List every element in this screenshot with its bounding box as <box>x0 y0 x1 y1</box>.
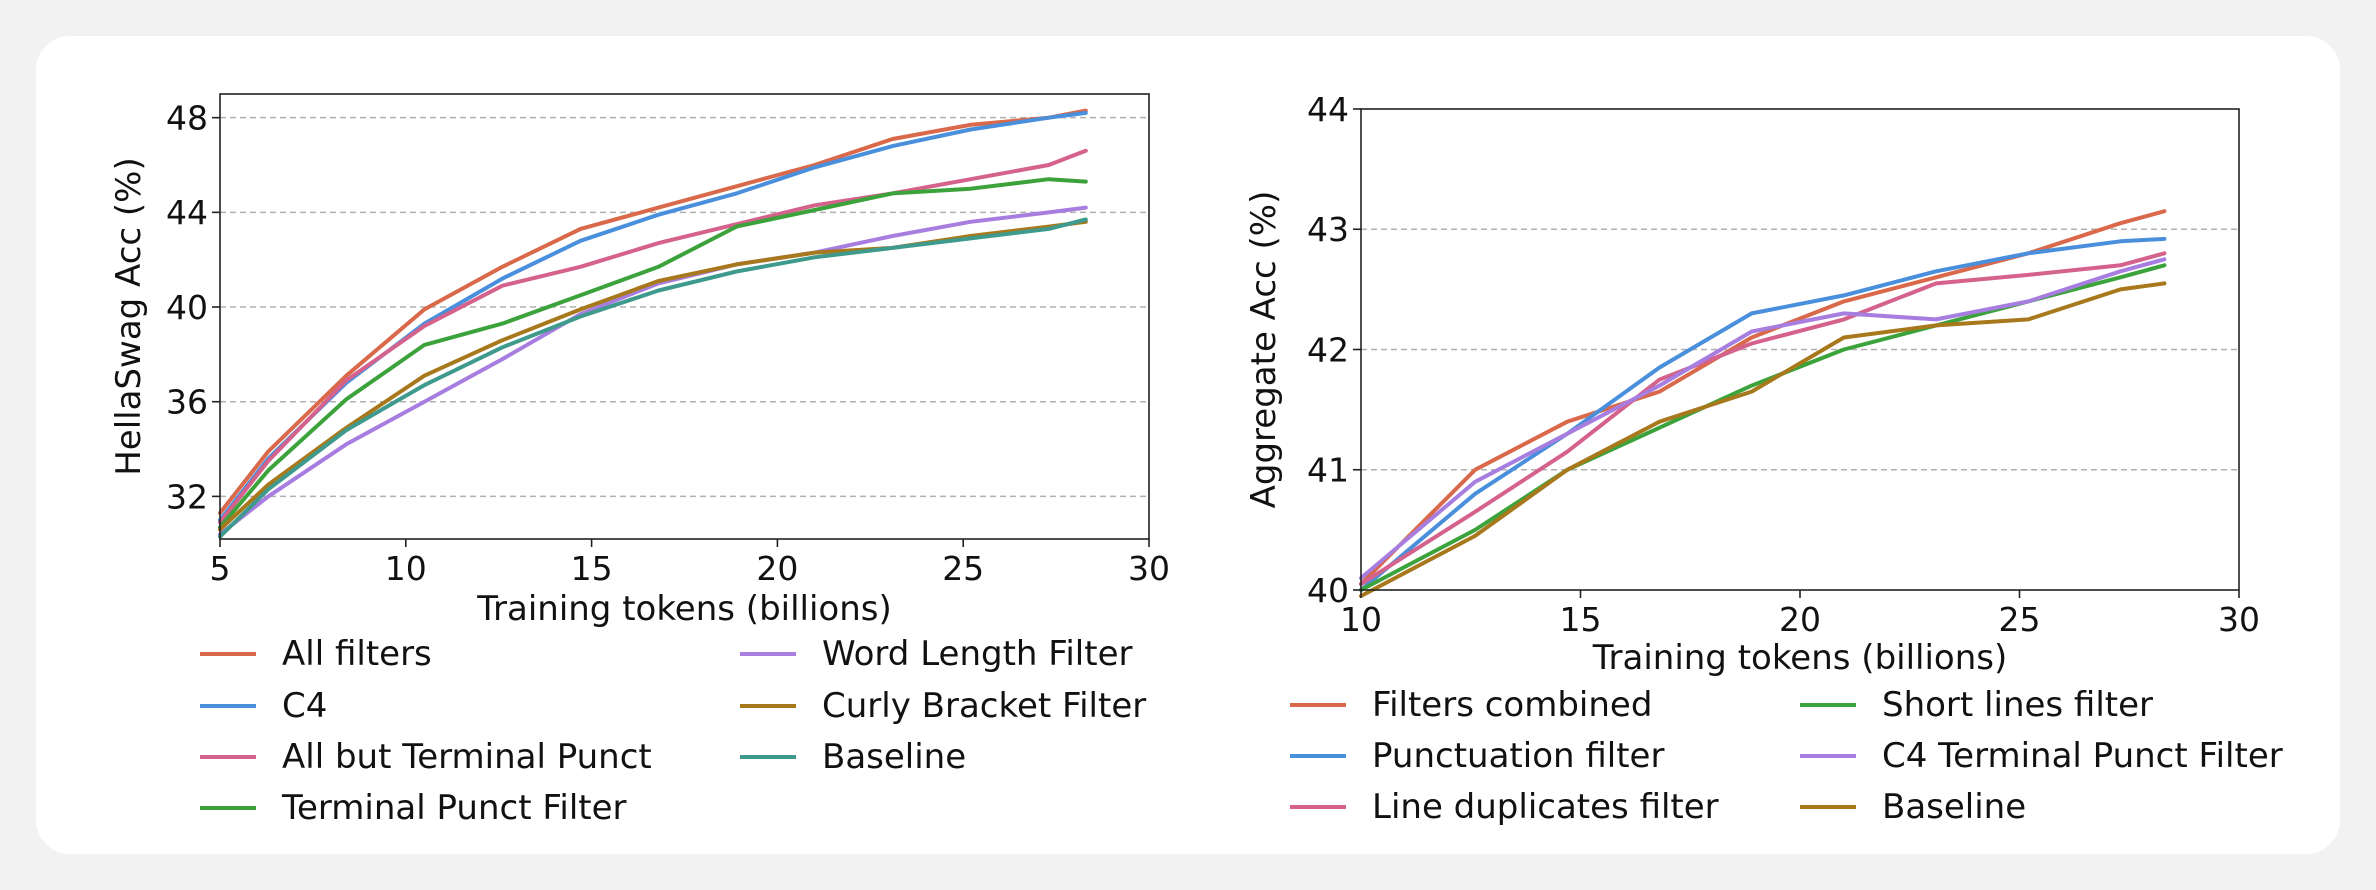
y-tick-label: 48 <box>166 99 208 138</box>
legend-label: Filters combined <box>1372 685 1652 725</box>
legend-item: Short lines filter <box>1800 685 2153 725</box>
legend-item: All but Terminal Punct <box>200 737 652 777</box>
x-tick-label: 10 <box>385 549 427 588</box>
legend-item: Terminal Punct Filter <box>200 788 627 828</box>
legend-label: Short lines filter <box>1882 685 2153 725</box>
legend-label: Terminal Punct Filter <box>281 788 627 828</box>
legend-label: Baseline <box>822 737 966 777</box>
series-line-filters-combined <box>1359 209 2167 586</box>
x-tick-label: 30 <box>1128 549 1170 588</box>
figure-card <box>36 36 2340 854</box>
y-tick-label: 36 <box>166 383 208 422</box>
legend-label: All but Terminal Punct <box>282 737 652 777</box>
legend-item: C4 <box>200 686 327 726</box>
series-line-baseline <box>1359 281 2167 598</box>
legend-item: Curly Bracket Filter <box>740 686 1146 726</box>
y-tick-label: 44 <box>1307 90 1349 129</box>
y-tick-label: 43 <box>1307 210 1349 249</box>
axes-frame <box>219 93 1150 540</box>
legend-label: All filters <box>282 634 432 674</box>
x-tick-label: 20 <box>1779 600 1821 639</box>
legend-label: Punctuation filter <box>1372 736 1664 776</box>
x-tick-label: 15 <box>1560 600 1602 639</box>
x-tick-label: 15 <box>571 549 613 588</box>
series-line-short-lines-filter <box>1359 263 2167 592</box>
y-axis-label: HellaSwag Acc (%) <box>109 157 149 476</box>
legend-item: Punctuation filter <box>1290 736 1664 776</box>
series-line-punctuation-filter <box>1359 236 2167 592</box>
series-line-c4-terminal-punct-filter <box>1359 257 2167 580</box>
legend-label: Word Length Filter <box>822 634 1133 674</box>
chart-1: 5 10 15 20 25 30 32 36 40 44 48 Training tokens (bi… <box>109 93 1170 828</box>
series-line-c4 <box>218 110 1088 523</box>
x-tick-label: 25 <box>1999 600 2041 639</box>
chart-2: 10 15 20 25 30 40 41 42 43 44 Training tokens (bil… <box>1244 90 2283 827</box>
x-axis-label: Training tokens (billions) <box>476 589 892 629</box>
y-axis-label: Aggregate Acc (%) <box>1244 191 1284 509</box>
legend-label: Line duplicates filter <box>1372 787 1719 827</box>
x-tick-label: 30 <box>2218 600 2260 639</box>
legend-label: C4 <box>282 686 327 726</box>
series-line-all-but-terminal-punct <box>218 148 1088 525</box>
legend-label: Curly Bracket Filter <box>822 686 1146 726</box>
legend-item: All filters <box>200 634 432 674</box>
y-tick-label: 41 <box>1307 451 1349 490</box>
y-tick-label: 40 <box>1307 571 1349 610</box>
series-line-terminal-punct-filter <box>218 177 1088 530</box>
legend-item: Line duplicates filter <box>1290 787 1719 827</box>
series-line-all-filters <box>218 108 1088 515</box>
legend-item: C4 Terminal Punct Filter <box>1800 736 2283 776</box>
legend-label: Baseline <box>1882 787 2026 827</box>
series-line-baseline <box>218 217 1088 539</box>
legend-item: Word Length Filter <box>740 634 1133 674</box>
x-tick-label: 5 <box>210 549 231 588</box>
y-tick-label: 32 <box>166 477 208 516</box>
y-tick-label: 40 <box>166 288 208 327</box>
y-tick-label: 44 <box>166 193 208 232</box>
legend-label: C4 Terminal Punct Filter <box>1882 736 2283 776</box>
x-axis-label: Training tokens (billions) <box>1592 638 2008 678</box>
series-line-line-duplicates-filter <box>1359 251 2167 586</box>
legend-item: Baseline <box>1800 787 2026 827</box>
x-tick-label: 20 <box>756 549 798 588</box>
x-tick-label: 10 <box>1340 600 1382 639</box>
legend-item: Filters combined <box>1290 685 1652 725</box>
legend-item: Baseline <box>740 737 966 777</box>
y-tick-label: 42 <box>1307 330 1349 369</box>
series-line-word-length-filter <box>218 205 1088 537</box>
x-tick-label: 25 <box>942 549 984 588</box>
